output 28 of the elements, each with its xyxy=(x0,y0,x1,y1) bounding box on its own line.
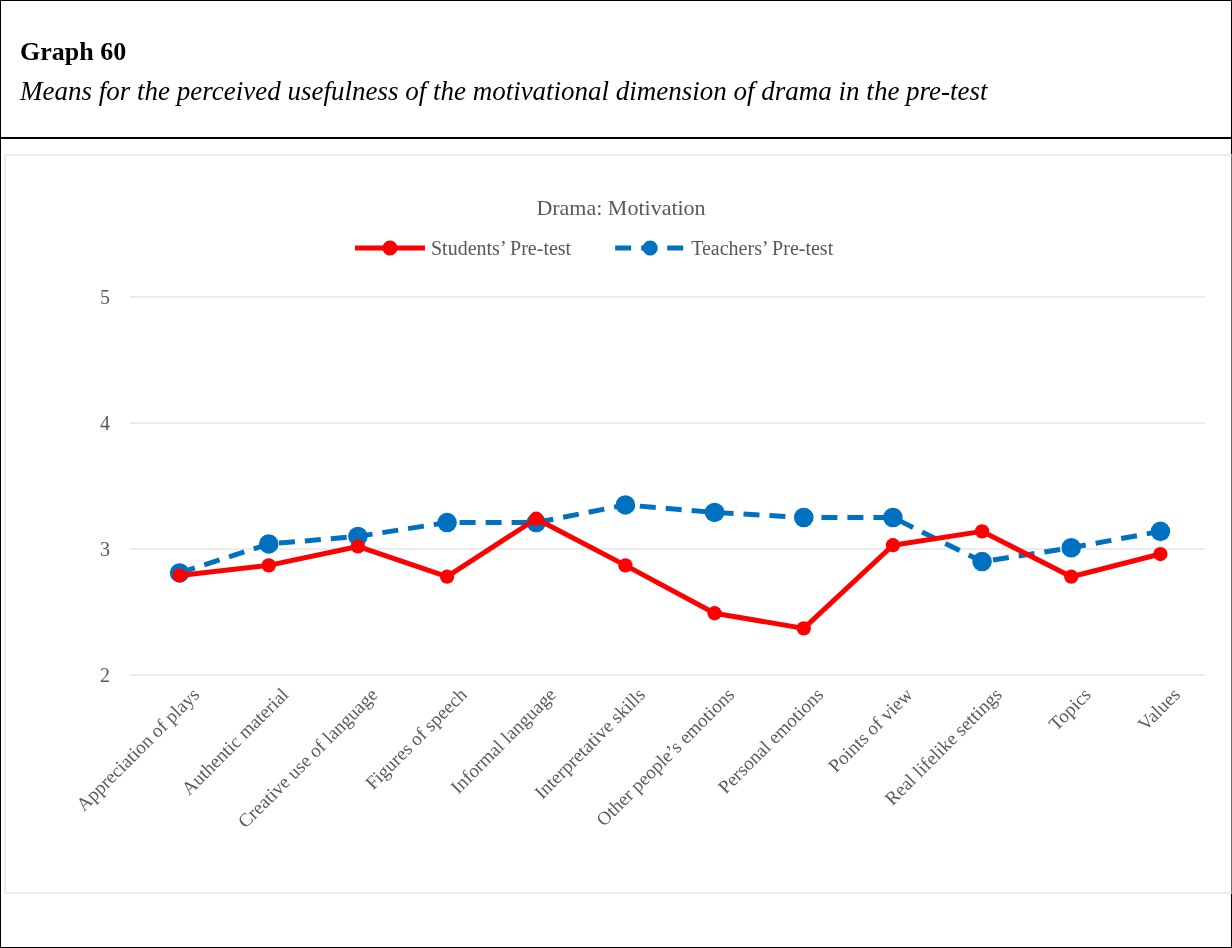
text: Drama: Motivation xyxy=(536,195,706,220)
point xyxy=(883,507,903,528)
point xyxy=(796,621,811,636)
point xyxy=(885,538,901,553)
point xyxy=(707,606,722,621)
chart-subtitle: Means for the perceived usefulness of the motivational dimension of drama in the pre-test xyxy=(19,76,990,106)
y-tick-label: 5 xyxy=(100,285,110,308)
point xyxy=(1061,537,1082,558)
point xyxy=(1153,546,1168,562)
legend-label: Teachers’ Pre-test xyxy=(691,237,834,259)
y-tick-label: 4 xyxy=(100,411,110,434)
point xyxy=(972,551,992,572)
point xyxy=(704,502,725,523)
point xyxy=(615,495,636,515)
y-tick-label: 2 xyxy=(100,663,110,686)
point xyxy=(793,507,814,528)
point xyxy=(437,512,457,533)
legend-label: Students’ Pre-test xyxy=(431,237,572,259)
point xyxy=(974,524,990,539)
point xyxy=(258,534,279,554)
chart-title: Graph 60 xyxy=(20,37,127,66)
point xyxy=(618,558,633,573)
point xyxy=(439,569,455,584)
y-tick-label: 3 xyxy=(100,537,110,560)
point xyxy=(1064,569,1079,584)
point xyxy=(261,558,276,573)
point xyxy=(350,539,366,554)
point xyxy=(1150,521,1171,542)
